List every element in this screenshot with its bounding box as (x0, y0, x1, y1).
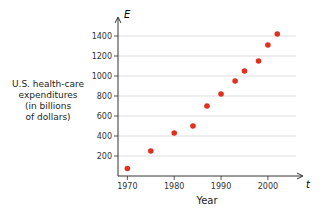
y-tick-label: 1200 (92, 52, 112, 61)
point (171, 130, 177, 136)
y-axis-arrow (115, 17, 121, 23)
y-tick-label: 1400 (92, 32, 112, 41)
point (242, 68, 248, 74)
grid-line (118, 76, 296, 77)
point (148, 148, 154, 154)
x-tick (127, 176, 128, 180)
point (190, 123, 196, 129)
x-tick-label: 1970 (117, 182, 137, 191)
x-tick (221, 176, 222, 180)
y-axis (118, 18, 119, 176)
y-tick (114, 76, 118, 77)
x-tick-label: 1990 (211, 182, 231, 191)
point (232, 78, 238, 84)
y-tick (114, 116, 118, 117)
y-axis-label: U.S. health-careexpenditures(in billions… (12, 79, 85, 122)
point (265, 42, 271, 48)
x-axis (118, 176, 302, 177)
grid-line (118, 116, 296, 117)
y-tick (114, 36, 118, 37)
chart-container: 200 400 600 800 1000 1200 1400 1970 1980 1990 2000… (0, 0, 332, 220)
points (125, 31, 280, 171)
y-axis-label-line: expenditures (19, 90, 78, 100)
point (274, 31, 280, 37)
y-tick-label: 600 (97, 112, 112, 121)
chart-svg: 200 400 600 800 1000 1200 1400 1970 1980 1990 2000… (0, 0, 332, 220)
grid-line (118, 36, 296, 37)
y-tick-label: 200 (97, 152, 112, 161)
point (204, 103, 210, 109)
y-tick (114, 156, 118, 157)
y-axis-symbol: E (124, 9, 131, 20)
point (125, 166, 131, 172)
y-tick (114, 96, 118, 97)
x-axis-arrow (297, 173, 303, 179)
x-tick-label: 2000 (258, 182, 278, 191)
y-axis-label-line: of dollars) (25, 112, 70, 122)
y-tick-label: 800 (97, 92, 112, 101)
x-axis-symbol: t (306, 179, 311, 190)
y-tick-label: 400 (97, 132, 112, 141)
point (218, 91, 224, 97)
y-tick (114, 136, 118, 137)
y-tick-label: 1000 (92, 72, 112, 81)
y-axis-label-line: (in billions (25, 101, 72, 111)
x-axis-label: Year (195, 195, 218, 206)
y-tick (114, 56, 118, 57)
x-tick (267, 176, 268, 180)
x-tick-label: 1980 (164, 182, 184, 191)
y-axis-label-line: U.S. health-care (12, 79, 85, 89)
point (256, 58, 262, 64)
grid-line (118, 96, 296, 97)
grid-line (118, 56, 296, 57)
x-tick (174, 176, 175, 180)
grid-line (118, 156, 296, 157)
grid-line (118, 136, 296, 137)
